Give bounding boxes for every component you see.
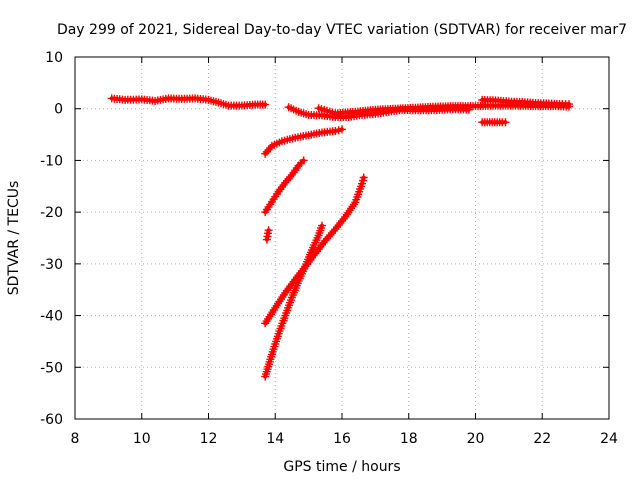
x-tick-label: 8 — [71, 431, 80, 447]
data-point — [264, 226, 273, 235]
x-tick-label: 24 — [600, 431, 618, 447]
x-tick-label: 12 — [200, 431, 218, 447]
data-point — [565, 100, 573, 109]
data-point — [321, 236, 330, 245]
data-point — [326, 230, 335, 239]
data-series — [261, 156, 308, 217]
data-point — [299, 156, 308, 165]
chart-title: Day 299 of 2021, Sidereal Day-to-day VTE… — [57, 22, 627, 38]
y-tick-label: -20 — [40, 205, 63, 221]
x-tick-label: 14 — [266, 431, 284, 447]
x-tick-label: 18 — [400, 431, 418, 447]
data-point — [359, 173, 368, 182]
data-series — [261, 221, 326, 381]
y-tick-label: -10 — [40, 153, 63, 169]
data-point — [286, 172, 295, 181]
y-tick-label: -60 — [40, 412, 63, 428]
x-tick-label: 10 — [133, 431, 151, 447]
tick-layer: 8 10 12 14 16 18 20 22 24 -60 -50 -40 -30 -20 -10 0 10 — [40, 50, 618, 447]
y-axis-title: SDTVAR / TECUs — [6, 181, 22, 296]
y-tick-label: -40 — [40, 309, 63, 325]
x-axis-title: GPS time / hours — [283, 459, 400, 475]
x-tick-label: 22 — [533, 431, 551, 447]
y-tick-label: 10 — [45, 50, 63, 66]
data-series — [478, 95, 573, 109]
y-tick-label: -30 — [40, 257, 63, 273]
data-series — [262, 226, 273, 244]
x-tick-label: 16 — [333, 431, 351, 447]
data-series — [107, 94, 270, 110]
data-point — [331, 127, 340, 135]
data-point — [338, 125, 346, 134]
data-point — [261, 149, 270, 158]
data-layer — [107, 94, 573, 381]
data-point — [501, 118, 510, 127]
y-tick-label: 0 — [54, 102, 63, 118]
data-series — [261, 125, 346, 158]
data-point — [318, 221, 326, 230]
x-tick-label: 20 — [467, 431, 485, 447]
data-point — [282, 176, 291, 185]
data-point — [261, 100, 270, 109]
y-tick-label: -50 — [40, 360, 63, 376]
data-series — [478, 118, 510, 127]
